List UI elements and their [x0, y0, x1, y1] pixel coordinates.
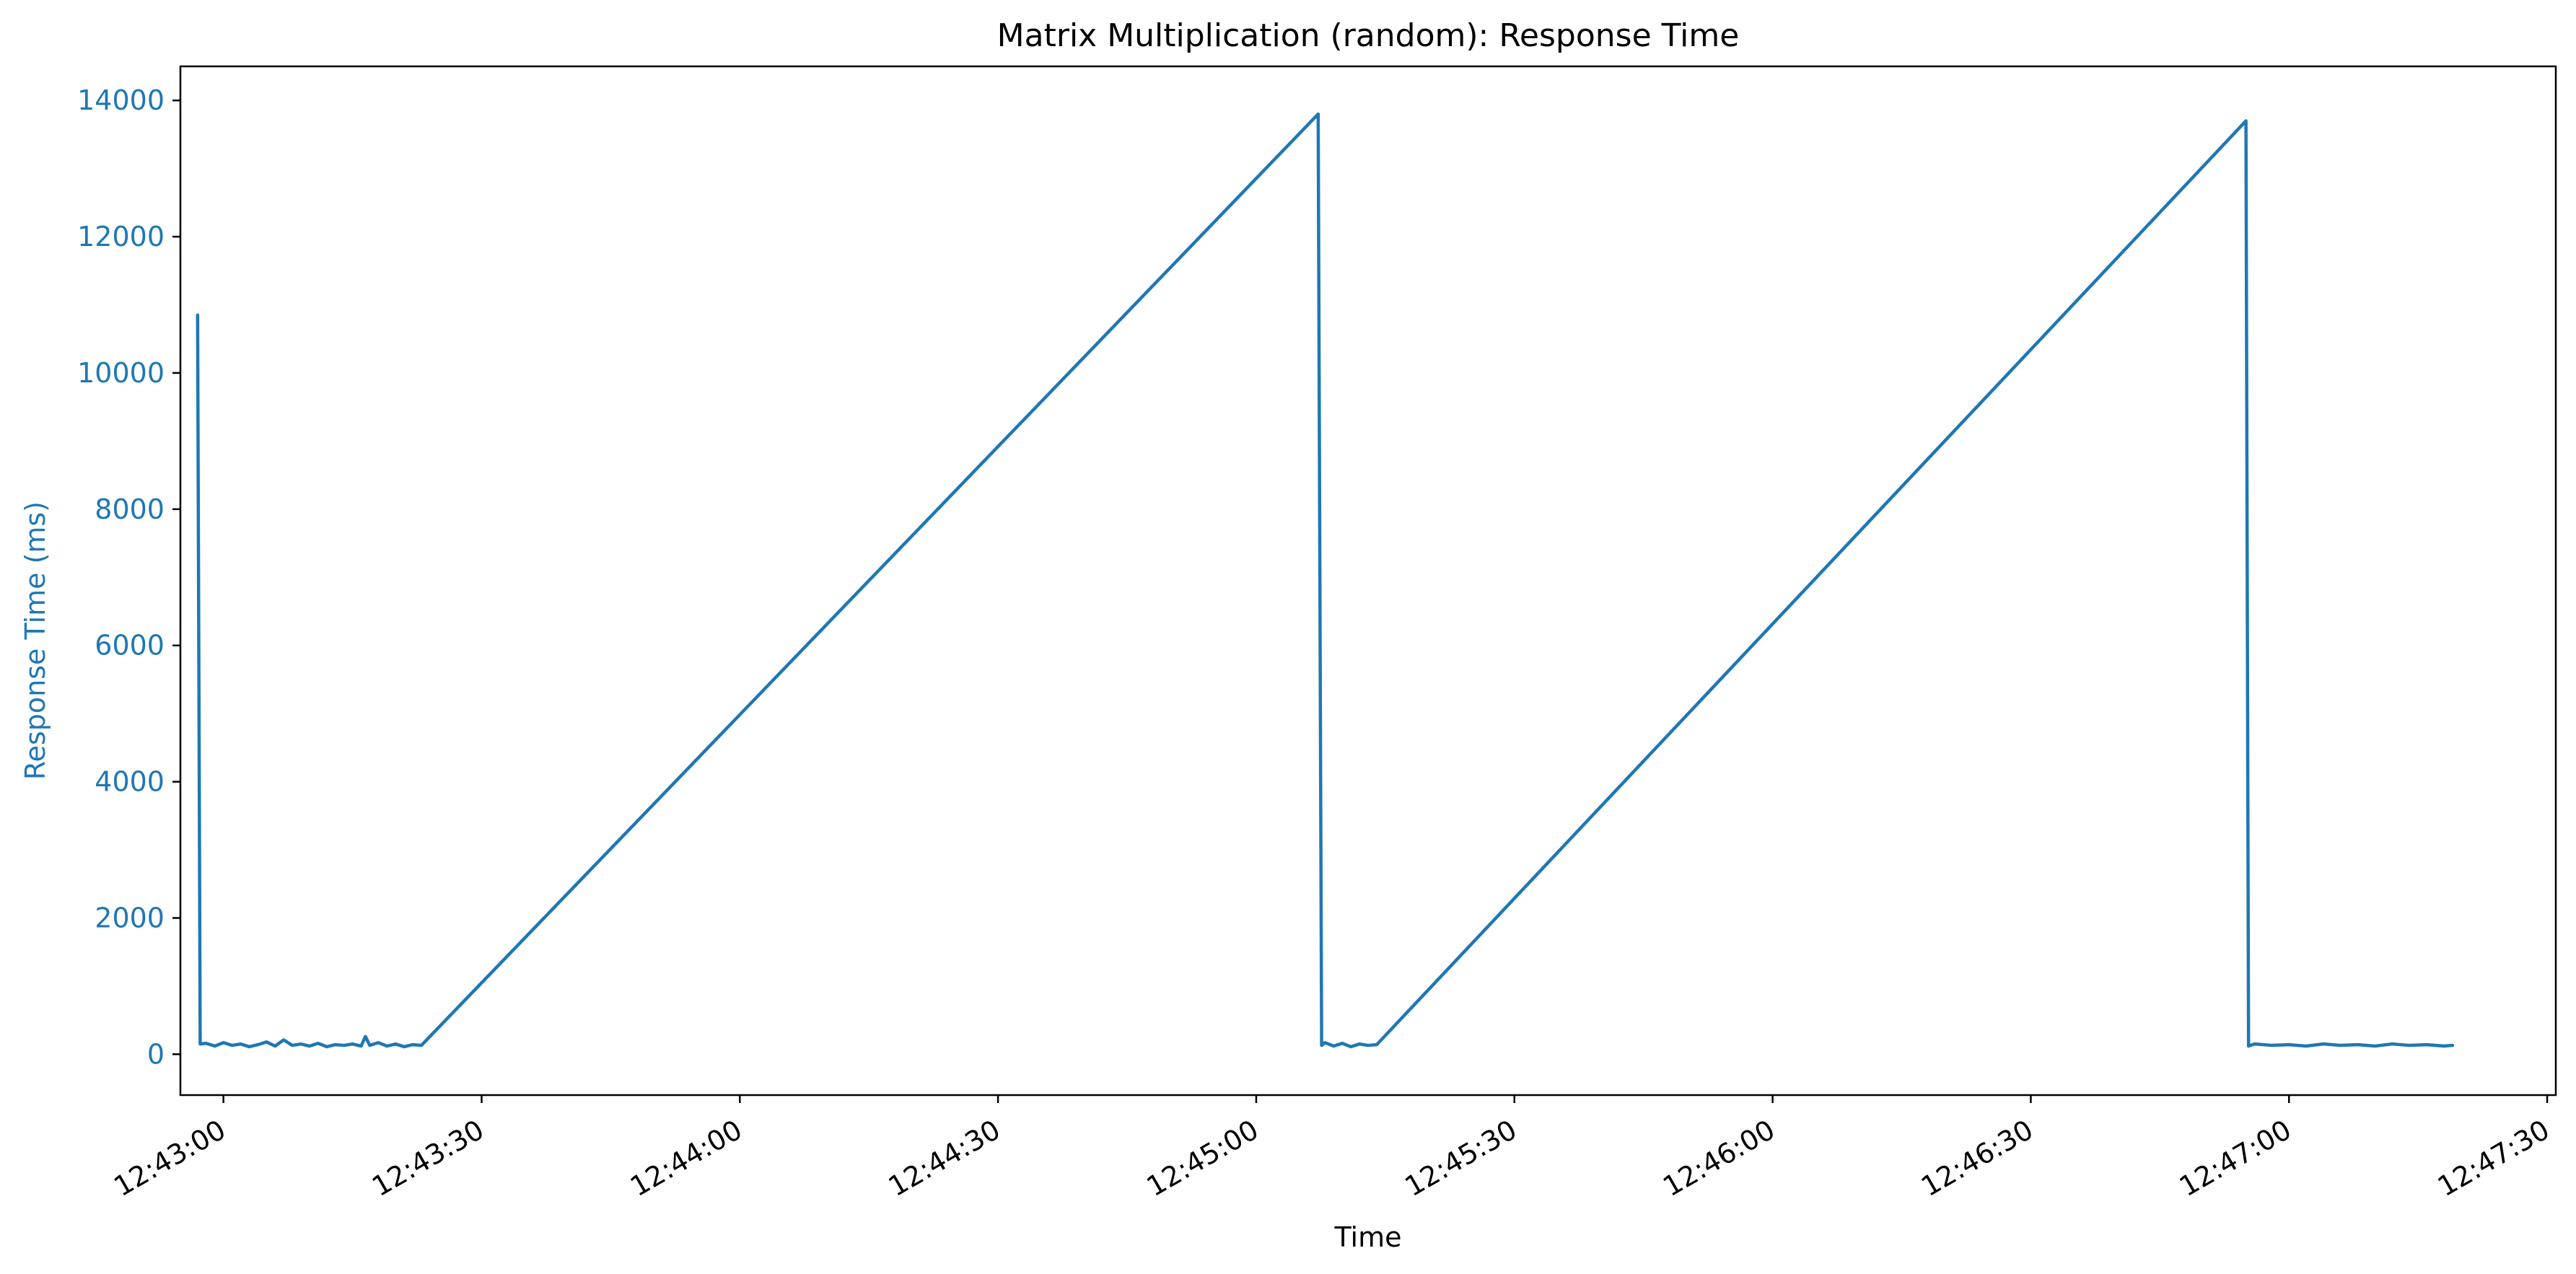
plot-frame — [179, 65, 2557, 1097]
x-tick-label: 12:44:30 — [883, 1114, 1006, 1203]
x-tick-label: 12:47:00 — [2174, 1114, 2297, 1203]
plot-area: 0 2000 4000 6000 8000 10000 12000 14000 12:43:00… — [77, 65, 2557, 1203]
x-tick-label: 12:47:30 — [2432, 1114, 2555, 1203]
x-tick-label: 12:45:30 — [1399, 1114, 1522, 1203]
x-tick-label: 12:44:00 — [625, 1114, 748, 1203]
y-tick-label: 8000 — [95, 493, 165, 525]
x-tick-label: 12:46:00 — [1657, 1114, 1780, 1203]
x-tick-label: 12:45:00 — [1142, 1114, 1264, 1203]
chart-title: Matrix Multiplication (random): Response… — [997, 17, 1740, 54]
y-tick-label: 4000 — [95, 766, 165, 798]
y-tick-label: 10000 — [77, 357, 165, 389]
x-tick-label: 12:43:30 — [367, 1114, 489, 1203]
x-axis-label: Time — [1334, 1221, 1402, 1253]
y-tick-label: 0 — [147, 1038, 165, 1070]
y-tick-label: 14000 — [77, 84, 165, 116]
y-tick-label: 12000 — [77, 221, 165, 252]
y-axis-label: Response Time (ms) — [19, 501, 51, 780]
x-tick-label: 12:46:30 — [1916, 1114, 2038, 1203]
y-tick-label: 2000 — [95, 902, 165, 933]
y-tick-label: 6000 — [95, 630, 165, 662]
x-tick-label: 12:43:00 — [108, 1114, 231, 1203]
series-line-0 — [196, 112, 2455, 1049]
